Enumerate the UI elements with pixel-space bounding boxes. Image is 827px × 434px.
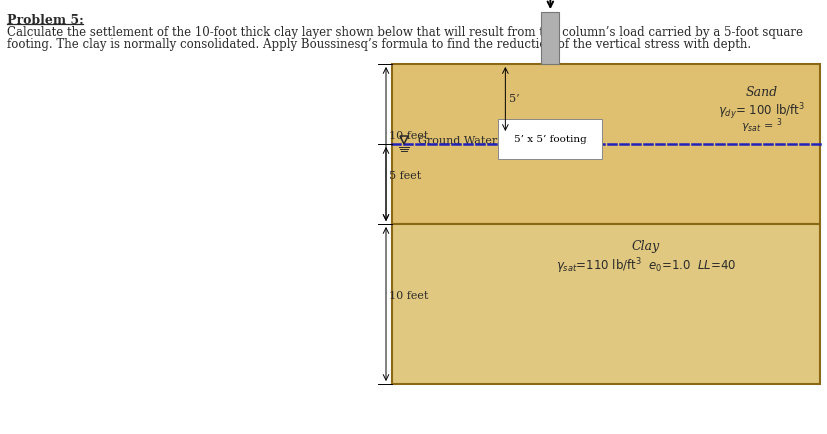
Text: 5’ x 5’ footing: 5’ x 5’ footing bbox=[514, 135, 586, 144]
Text: $\gamma_{sat}$ = $^3$: $\gamma_{sat}$ = $^3$ bbox=[740, 116, 782, 135]
Text: Problem 5:: Problem 5: bbox=[7, 14, 84, 27]
Text: footing. The clay is normally consolidated. Apply Boussinesq’s formula to find t: footing. The clay is normally consolidat… bbox=[7, 38, 750, 51]
Bar bbox=[391, 224, 819, 384]
Text: $\gamma_{dy}$= 100 lb/ft$^3$: $\gamma_{dy}$= 100 lb/ft$^3$ bbox=[718, 101, 805, 122]
Text: Ground Water Table: Ground Water Table bbox=[418, 136, 530, 146]
Text: 5 feet: 5 feet bbox=[389, 171, 421, 181]
Text: Sand: Sand bbox=[745, 86, 777, 99]
Bar bbox=[391, 64, 819, 224]
Text: 5’: 5’ bbox=[509, 94, 519, 104]
Text: 10 feet: 10 feet bbox=[389, 291, 428, 301]
Bar bbox=[519, 134, 581, 144]
Text: $\gamma_{sat}$=110 lb/ft$^3$  $e_0$=1.0  $LL$=40: $\gamma_{sat}$=110 lb/ft$^3$ $e_0$=1.0 $… bbox=[555, 256, 735, 276]
Text: 10 feet: 10 feet bbox=[389, 131, 428, 141]
Bar bbox=[541, 12, 559, 64]
Text: Calculate the settlement of the 10-foot thick clay layer shown below that will r: Calculate the settlement of the 10-foot … bbox=[7, 26, 802, 39]
Text: Clay: Clay bbox=[631, 240, 659, 253]
